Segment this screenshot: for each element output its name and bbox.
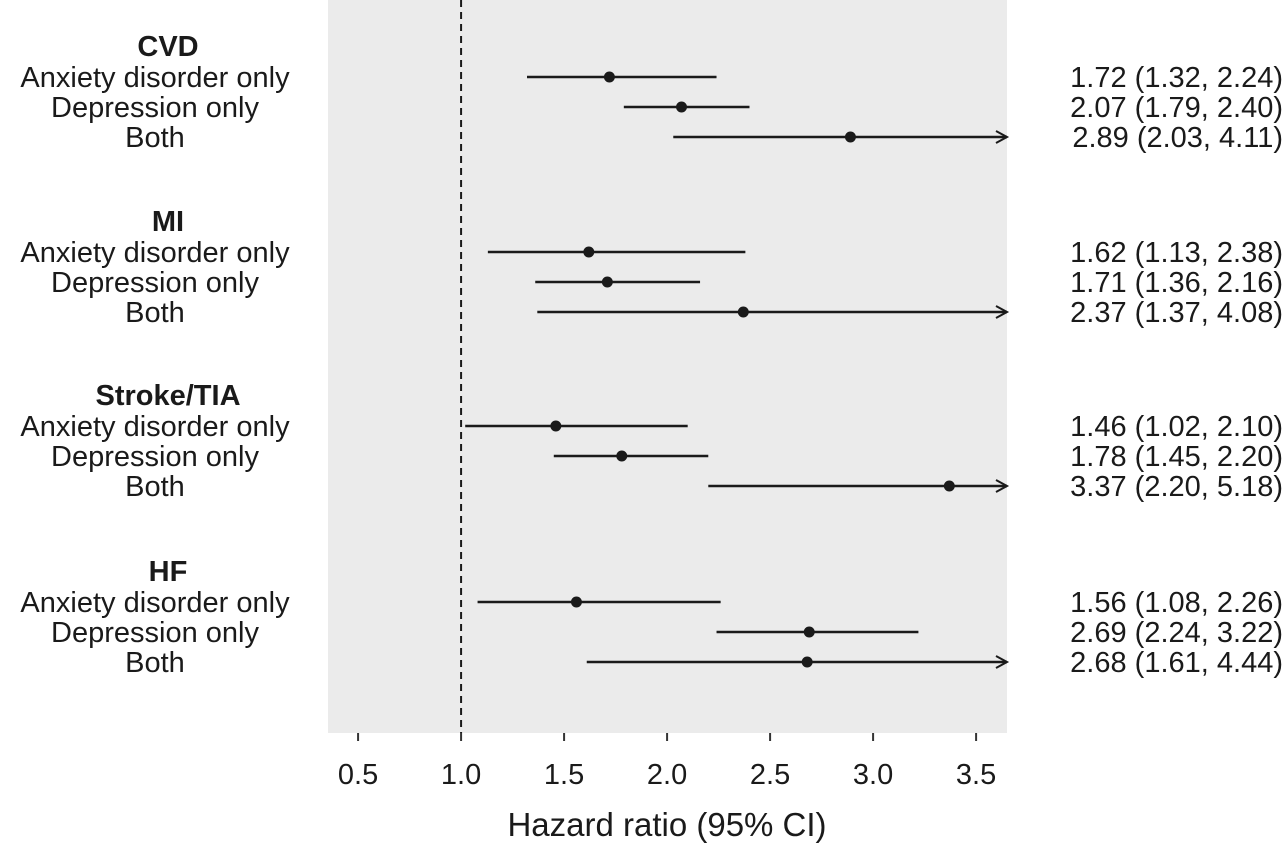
x-axis-title: Hazard ratio (95% CI) bbox=[507, 806, 826, 843]
point-estimate bbox=[803, 626, 815, 638]
estimate-label: 1.72 (1.32, 2.24) bbox=[1070, 62, 1283, 94]
point-estimate bbox=[844, 131, 856, 143]
estimate-label: 2.68 (1.61, 4.44) bbox=[1070, 647, 1283, 679]
estimate-label: 2.69 (2.24, 3.22) bbox=[1070, 617, 1283, 649]
x-tick-label: 3.5 bbox=[956, 759, 996, 791]
estimate-label: 1.78 (1.45, 2.20) bbox=[1070, 441, 1283, 473]
estimate-label: 2.37 (1.37, 4.08) bbox=[1070, 297, 1283, 329]
point-estimate bbox=[550, 420, 562, 432]
estimate-label: 1.56 (1.08, 2.26) bbox=[1070, 587, 1283, 619]
estimate-label: 1.62 (1.13, 2.38) bbox=[1070, 237, 1283, 269]
point-estimate bbox=[603, 71, 615, 83]
estimate-label: 2.89 (2.03, 4.11) bbox=[1072, 122, 1283, 154]
point-estimate bbox=[676, 101, 688, 113]
plot-panel bbox=[328, 0, 1007, 733]
point-estimate bbox=[601, 276, 613, 288]
point-estimate bbox=[943, 480, 955, 492]
estimate-label: 1.46 (1.02, 2.10) bbox=[1070, 411, 1283, 443]
group-header: MI bbox=[152, 206, 184, 238]
estimate-label: 1.71 (1.36, 2.16) bbox=[1070, 267, 1283, 299]
row-label: Depression only bbox=[51, 92, 259, 124]
point-estimate bbox=[737, 306, 749, 318]
ci-arrow bbox=[995, 130, 1010, 144]
point-estimate bbox=[801, 656, 813, 668]
row-label: Anxiety disorder only bbox=[20, 587, 290, 619]
estimate-label: 3.37 (2.20, 5.18) bbox=[1070, 471, 1283, 503]
group-header: HF bbox=[149, 556, 188, 588]
x-tick-label: 1.5 bbox=[544, 759, 584, 791]
row-label: Both bbox=[125, 297, 185, 329]
ci-arrow bbox=[995, 305, 1010, 319]
x-tick-label: 2.0 bbox=[647, 759, 687, 791]
group-header: CVD bbox=[137, 31, 198, 63]
row-label: Anxiety disorder only bbox=[20, 62, 290, 94]
point-estimate bbox=[616, 450, 628, 462]
row-label: Anxiety disorder only bbox=[20, 237, 290, 269]
row-label: Both bbox=[125, 471, 185, 503]
ci-arrow bbox=[995, 655, 1010, 669]
point-estimate bbox=[583, 246, 595, 258]
ci-arrow bbox=[995, 479, 1010, 493]
point-estimate bbox=[570, 596, 582, 608]
row-label: Anxiety disorder only bbox=[20, 411, 290, 443]
group-header: Stroke/TIA bbox=[95, 380, 240, 412]
estimate-label: 2.07 (1.79, 2.40) bbox=[1070, 92, 1283, 124]
x-tick-label: 2.5 bbox=[750, 759, 790, 791]
row-label: Depression only bbox=[51, 441, 259, 473]
x-tick-label: 0.5 bbox=[338, 759, 378, 791]
row-label: Both bbox=[125, 647, 185, 679]
row-label: Depression only bbox=[51, 267, 259, 299]
x-tick-label: 3.0 bbox=[853, 759, 893, 791]
row-label: Depression only bbox=[51, 617, 259, 649]
row-label: Both bbox=[125, 122, 185, 154]
x-tick-label: 1.0 bbox=[441, 759, 481, 791]
